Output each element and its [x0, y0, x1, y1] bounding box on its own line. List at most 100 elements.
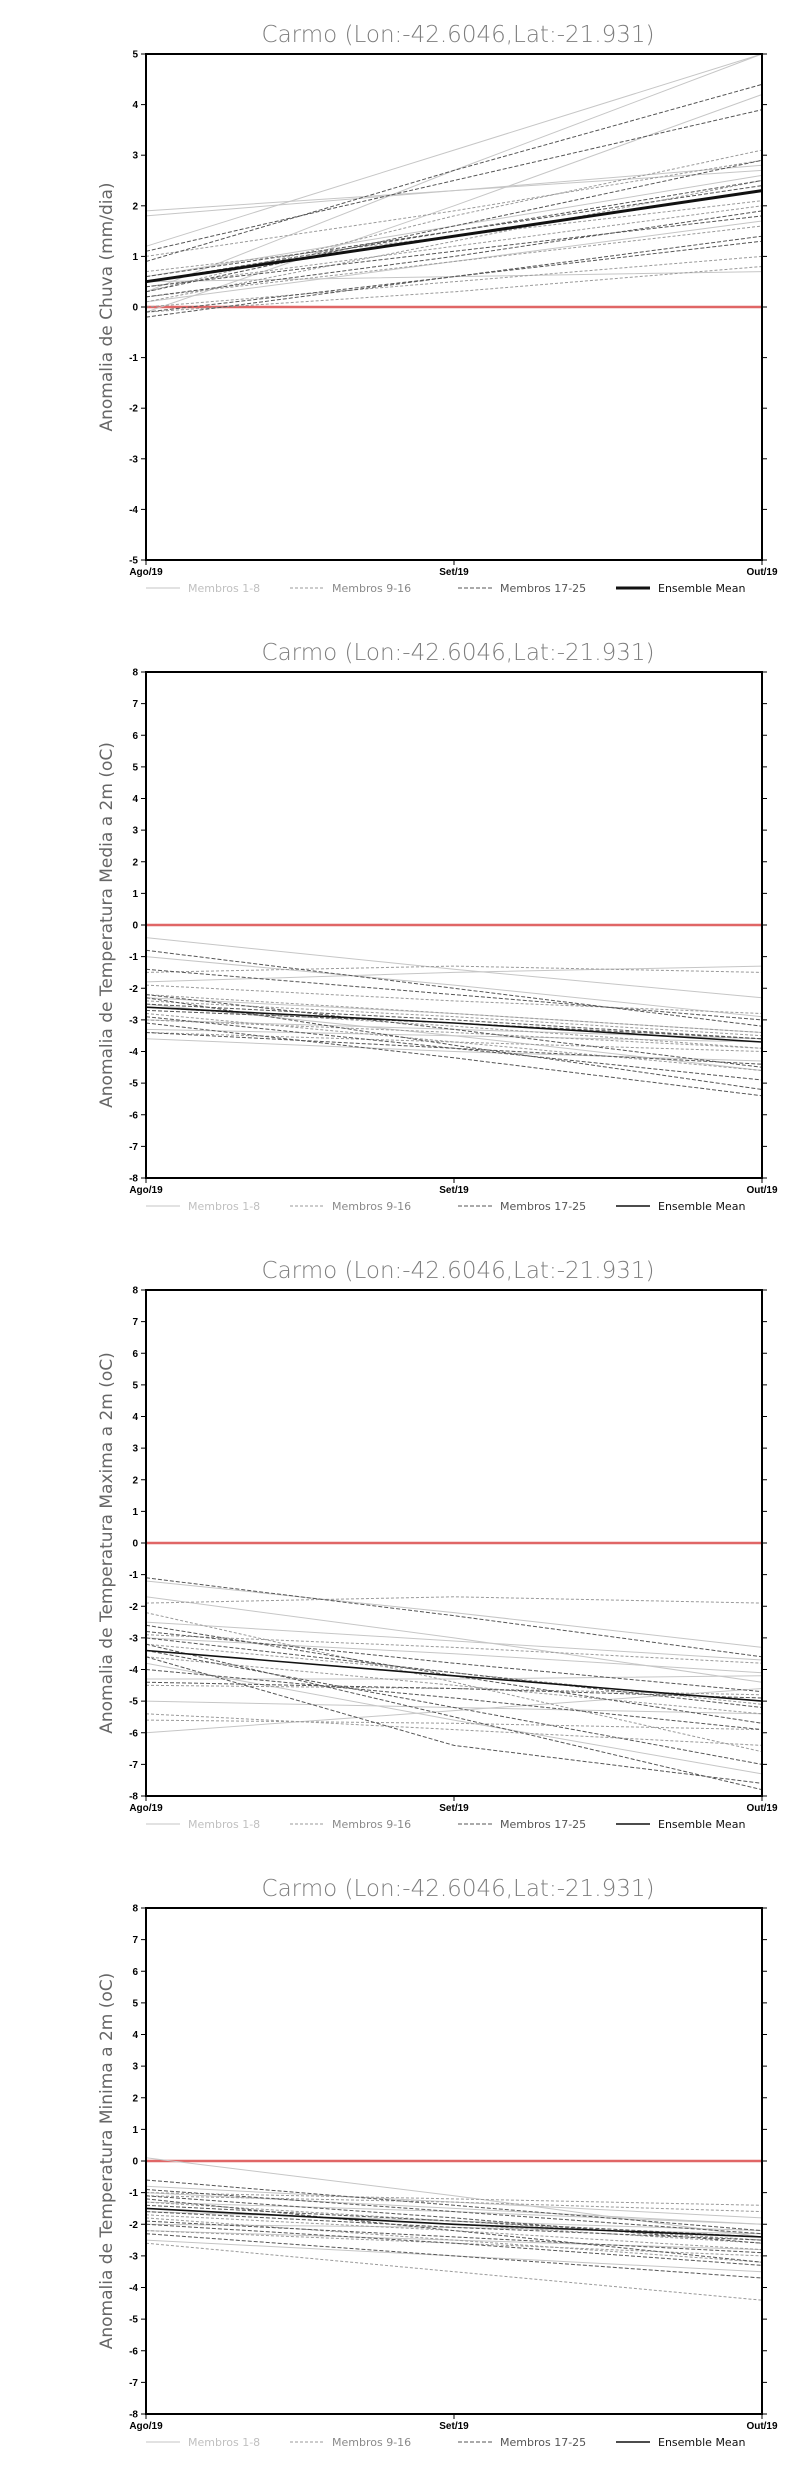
- chart-title: Carmo (Lon:-42.6046,Lat:-21.931): [262, 22, 655, 48]
- y-tick-label: 6: [132, 1349, 138, 1360]
- y-axis-label: Anomalia de Temperatura Media a 2m (oC): [97, 742, 117, 1108]
- y-tick-label: 5: [132, 1998, 138, 2009]
- y-tick-label: -7: [129, 1760, 138, 1771]
- member-line-17: [145, 1577, 763, 1658]
- member-line-13: [145, 2201, 763, 2241]
- plot-frame: [145, 1907, 763, 2415]
- member-line-24: [145, 235, 763, 318]
- member-line-22: [145, 968, 763, 1021]
- legend-entry: Membros 9-16: [332, 1818, 411, 1831]
- y-tick-label: 3: [132, 151, 138, 162]
- y-tick-label: 4: [132, 1412, 138, 1423]
- y-tick-label: -3: [129, 454, 138, 465]
- member-line-25: [145, 2211, 763, 2241]
- y-tick-label: 1: [132, 2125, 138, 2136]
- plot-frame: [145, 53, 763, 561]
- ensemble-mean-line: [145, 2207, 763, 2238]
- member-line-2: [145, 53, 763, 247]
- member-line-6: [145, 94, 763, 313]
- y-tick-label: 3: [132, 826, 138, 837]
- member-line-11: [145, 1684, 763, 1696]
- member-line-9: [145, 1596, 763, 1604]
- member-line-21: [145, 1681, 763, 1699]
- y-tick-label: -5: [129, 556, 138, 567]
- member-line-9: [145, 965, 763, 973]
- legend-entry: Membros 9-16: [332, 2436, 411, 2449]
- y-tick-label: 5: [132, 762, 138, 773]
- y-tick-label: 8: [132, 1286, 138, 1297]
- x-tick-label: Set/19: [439, 1803, 469, 1814]
- member-line-1: [145, 937, 763, 999]
- member-line-11: [145, 159, 763, 257]
- y-tick-label: 5: [132, 50, 138, 61]
- y-tick-label: 5: [132, 1380, 138, 1391]
- y-tick-label: 2: [132, 2093, 138, 2104]
- chart-title: Carmo (Lon:-42.6046,Lat:-21.931): [262, 640, 655, 666]
- y-tick-label: 2: [132, 201, 138, 212]
- y-tick-label: 1: [132, 252, 138, 263]
- member-line-3: [145, 1621, 763, 1661]
- member-line-10: [145, 1612, 763, 1753]
- plot-frame: [145, 1289, 763, 1797]
- member-line-9: [145, 2195, 763, 2213]
- member-line-25: [145, 185, 763, 278]
- legend-entry: Membros 9-16: [332, 1200, 411, 1213]
- y-axis-label: Anomalia de Temperatura Minima a 2m (oC): [97, 1973, 117, 2350]
- member-line-2: [145, 965, 763, 983]
- y-axis-label: Anomalia de Temperatura Maxima a 2m (oC): [97, 1352, 117, 1734]
- y-tick-label: -6: [129, 2346, 138, 2357]
- member-line-7: [145, 956, 763, 1018]
- y-tick-label: -8: [129, 2410, 138, 2421]
- y-tick-label: 8: [132, 668, 138, 679]
- member-line-4: [145, 2230, 763, 2251]
- member-line-22: [145, 1637, 763, 1708]
- y-tick-label: 0: [132, 921, 138, 932]
- member-line-13: [145, 1000, 763, 1037]
- y-tick-label: -1: [129, 353, 138, 364]
- legend-entry: Membros 17-25: [500, 1200, 586, 1213]
- member-line-11: [145, 1013, 763, 1071]
- y-tick-label: 8: [132, 1904, 138, 1915]
- member-line-15: [145, 984, 763, 1014]
- member-line-22: [145, 210, 763, 298]
- chart-panel-1: Carmo (Lon:-42.6046,Lat:-21.931) Anomalia…: [97, 22, 778, 595]
- member-line-14: [145, 1032, 763, 1052]
- member-line-18: [145, 1650, 763, 1765]
- x-tick-label: Ago/19: [129, 1803, 163, 1814]
- ensemble-mean-line: [145, 1649, 763, 1702]
- x-tick-label: Out/19: [746, 567, 778, 578]
- y-tick-label: 7: [132, 1935, 138, 1946]
- ensemble-mean-line: [145, 189, 763, 284]
- member-line-20: [145, 997, 763, 1090]
- member-line-15: [145, 2192, 763, 2206]
- member-line-25: [145, 1631, 763, 1693]
- member-line-22: [145, 2220, 763, 2254]
- member-line-10: [145, 149, 763, 293]
- legend-entry: Membros 1-8: [188, 1818, 260, 1831]
- y-tick-label: -6: [129, 1728, 138, 1739]
- member-line-24: [145, 1669, 763, 1731]
- chart-panel-3: Carmo (Lon:-42.6046,Lat:-21.931) Anomalia…: [97, 1258, 778, 1831]
- legend-entry: Ensemble Mean: [658, 582, 745, 595]
- member-line-5: [145, 2185, 763, 2219]
- member-line-24: [145, 2195, 763, 2244]
- member-line-14: [145, 2230, 763, 2257]
- y-tick-label: -7: [129, 1142, 138, 1153]
- legend-entry: Ensemble Mean: [658, 1818, 745, 1831]
- y-tick-label: -5: [129, 2315, 138, 2326]
- member-line-16: [145, 1713, 763, 1746]
- member-line-23: [145, 1009, 763, 1040]
- y-tick-label: 2: [132, 857, 138, 868]
- y-tick-label: -4: [129, 1665, 138, 1676]
- member-line-3: [145, 997, 763, 1033]
- y-tick-label: 0: [132, 2157, 138, 2168]
- y-tick-label: -8: [129, 1174, 138, 1185]
- legend-entry: Membros 9-16: [332, 582, 411, 595]
- member-line-21: [145, 240, 763, 313]
- member-line-12: [145, 225, 763, 298]
- member-line-18: [145, 2198, 763, 2263]
- legend-entry: Membros 1-8: [188, 582, 260, 595]
- member-line-20: [145, 2204, 763, 2238]
- y-tick-label: 7: [132, 1317, 138, 1328]
